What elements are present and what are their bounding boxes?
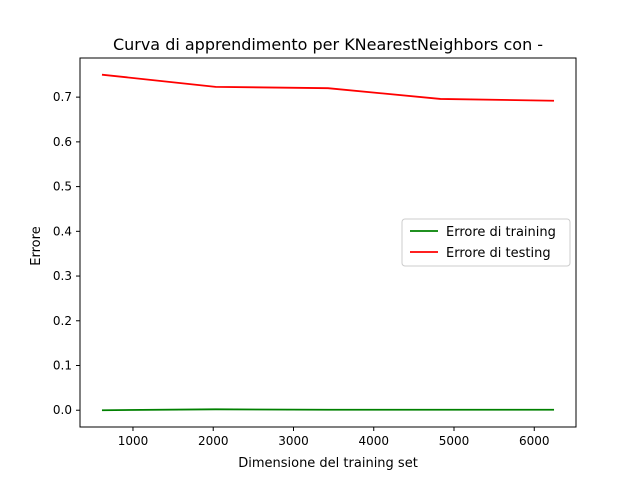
legend-label-1: Errore di testing [446,246,551,261]
y-axis-label: Errore [29,226,44,265]
y-tick-label: 0.5 [53,180,72,194]
x-tick-label: 3000 [278,434,309,448]
x-tick-label: 2000 [198,434,229,448]
chart-title: Curva di apprendimento per KNearestNeigh… [113,35,543,54]
x-axis-label: Dimensione del training set [238,456,418,471]
y-tick-label: 0.3 [53,269,72,283]
y-tick-label: 0.4 [53,224,72,238]
y-tick-label: 0.7 [53,90,72,104]
x-tick-label: 4000 [358,434,389,448]
x-tick-label: 5000 [439,434,470,448]
series-line-0 [101,408,555,412]
y-tick-label: 0.2 [53,314,72,328]
series-line-1 [101,73,555,102]
plot-area: 1000 2000 3000 4000 5000 6000 0.0 0.1 0.2 0.3 0.4 0… [53,57,577,448]
legend-label-0: Errore di training [446,225,556,240]
axes-frame [79,57,577,428]
y-tick-label: 0.0 [53,403,72,417]
y-tick-label: 0.6 [53,135,72,149]
legend-box [401,218,571,267]
y-tick-label: 0.1 [53,359,72,373]
x-tick-label: 1000 [118,434,149,448]
x-tick-label: 6000 [519,434,550,448]
